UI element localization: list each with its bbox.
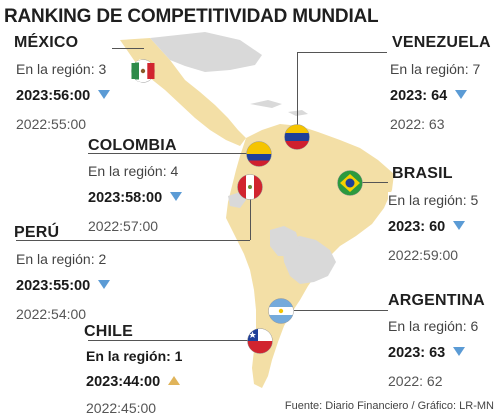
chile-name: CHILE <box>84 323 133 340</box>
brasil-name: BRASIL <box>392 165 453 182</box>
colombia-leader-line <box>88 153 252 154</box>
chile-flag <box>247 328 273 354</box>
brasil-rank-2022: 2022:59:00 <box>388 247 459 263</box>
peru-flag <box>237 174 263 200</box>
down-arrow-icon <box>455 90 468 99</box>
venezuela-flag <box>284 124 310 150</box>
argentina-card: En la región: 6 2023: 63 2022: 62 <box>388 318 498 389</box>
mexico-rank-2023: 2023:56:00 <box>16 88 111 104</box>
venezuela-name: VENEZUELA <box>392 34 491 51</box>
mexico-flag <box>131 59 155 83</box>
venezuela-region-rank: En la región: 7 <box>390 61 481 77</box>
colombia-region-rank: En la región: 4 <box>88 163 179 179</box>
argentina-region-rank: En la región: 6 <box>388 318 479 334</box>
brasil-flag <box>337 170 363 196</box>
mexico-leader-line <box>112 48 144 49</box>
venezuela-card: En la región: 7 2023: 64 2022: 63 <box>390 61 498 132</box>
brasil-card: En la región: 5 2023: 60 2022:59:00 <box>388 192 498 263</box>
mexico-card: En la región: 3 2023:56:00 2022:55:00 <box>16 61 131 132</box>
down-arrow-icon <box>453 221 466 230</box>
bolivia-paraguay-gray <box>270 226 300 256</box>
chile-card: En la región: 1 2023:44:00 2022:45:00 <box>86 348 226 416</box>
chile-rank-2023: 2023:44:00 <box>86 374 181 390</box>
venezuela-leader-top <box>297 52 387 53</box>
down-arrow-icon <box>98 90 111 99</box>
argentina-flag <box>268 298 294 324</box>
chile-region-rank: En la región: 1 <box>86 348 183 364</box>
colombia-rank-2022: 2022:57:00 <box>88 218 159 234</box>
chile-leader-line <box>88 340 256 341</box>
argentina-rank-2022: 2022: 62 <box>388 373 443 389</box>
mexico-name: MÉXICO <box>14 34 79 51</box>
venezuela-rank-2022: 2022: 63 <box>390 116 445 132</box>
peru-card: En la región: 2 2023:55:00 2022:54:00 <box>16 251 134 322</box>
caribbean-islands <box>250 100 308 116</box>
peru-rank-2023: 2023:55:00 <box>16 278 111 294</box>
peru-rank-2022: 2022:54:00 <box>16 306 87 322</box>
colombia-rank-2023: 2023:58:00 <box>88 190 183 206</box>
down-arrow-icon <box>98 280 111 289</box>
colombia-name: COLOMBIA <box>88 137 177 154</box>
down-arrow-icon <box>453 347 466 356</box>
argentina-name: ARGENTINA <box>388 292 485 309</box>
argentina-leader-line <box>294 310 388 311</box>
brasil-leader-line <box>358 182 388 183</box>
brasil-region-rank: En la región: 5 <box>388 192 479 208</box>
venezuela-rank-2023: 2023: 64 <box>390 88 468 104</box>
peru-leader-line <box>250 198 251 240</box>
us-land <box>150 32 262 72</box>
brasil-rank-2023: 2023: 60 <box>388 219 466 235</box>
down-arrow-icon <box>170 192 183 201</box>
map-title: RANKING DE COMPETITIVIDAD MUNDIAL <box>4 6 379 27</box>
peru-region-rank: En la región: 2 <box>16 251 107 267</box>
colombia-card: En la región: 4 2023:58:00 2022:57:00 <box>88 163 206 234</box>
argentina-rank-2023: 2023: 63 <box>388 345 466 361</box>
chile-rank-2022: 2022:45:00 <box>86 400 157 416</box>
peru-name: PERÚ <box>14 224 60 241</box>
peru-leader-h <box>16 240 250 241</box>
mexico-rank-2022: 2022:55:00 <box>16 116 87 132</box>
up-arrow-icon <box>168 376 181 385</box>
source-credit: Fuente: Diario Financiero / Gráfico: LR-… <box>284 400 494 412</box>
venezuela-leader-line <box>297 52 298 126</box>
colombia-flag <box>246 141 272 167</box>
mexico-region-rank: En la región: 3 <box>16 61 107 77</box>
